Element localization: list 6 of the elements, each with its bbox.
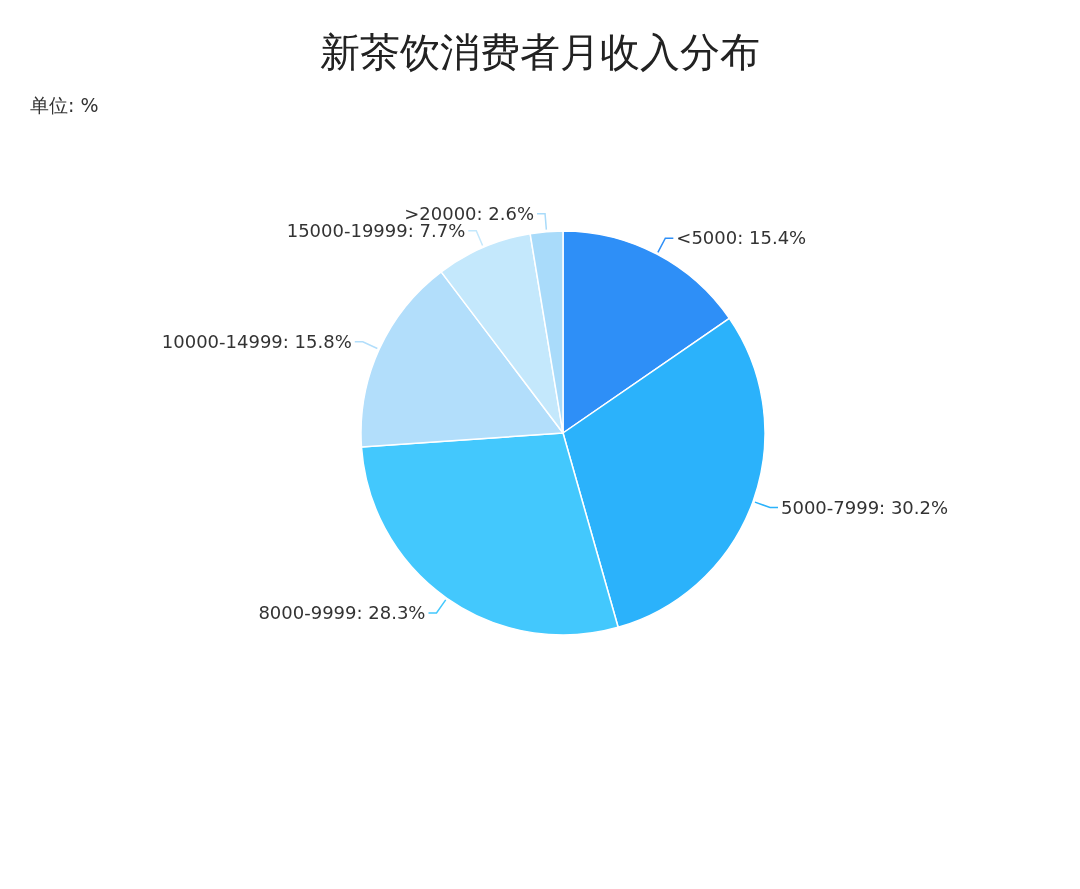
slice-label: 10000-14999: 15.8% bbox=[161, 330, 352, 352]
slice-label: <5000: 15.4% bbox=[676, 227, 807, 249]
slice-label: 8000-9999: 28.3% bbox=[258, 601, 426, 623]
chart-subtitle: 单位: % bbox=[30, 94, 99, 116]
slice-label: 5000-7999: 30.2% bbox=[780, 496, 949, 518]
chart-title: 新茶饮消费者月收入分布 bbox=[320, 29, 760, 75]
